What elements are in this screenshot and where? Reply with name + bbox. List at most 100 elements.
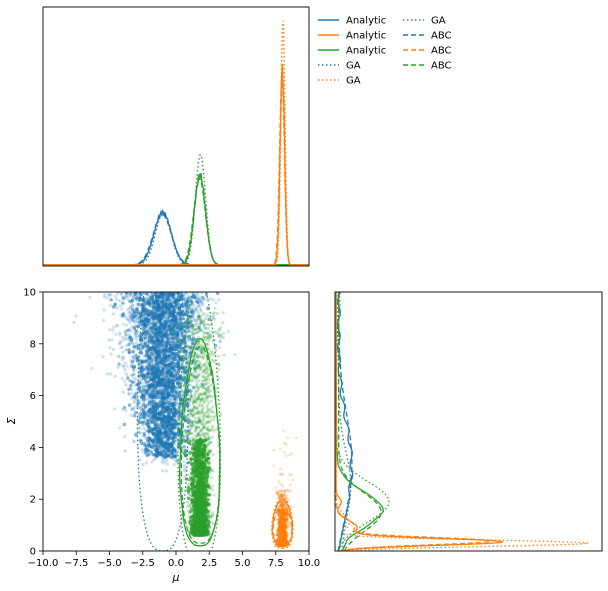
scatter-point	[205, 282, 208, 285]
scatter-point	[144, 461, 148, 465]
scatter-point	[195, 292, 199, 297]
scatter-point	[141, 462, 145, 467]
scatter-point	[153, 285, 156, 288]
scatter-point	[165, 284, 168, 287]
scatter-point	[137, 298, 142, 302]
scatter-point	[216, 311, 220, 316]
scatter-point	[134, 392, 138, 396]
scatter-point	[154, 367, 158, 372]
scatter-point	[164, 293, 168, 298]
scatter-point	[190, 306, 194, 310]
scatter-point	[163, 391, 167, 395]
scatter-point	[151, 394, 155, 398]
scatter-point	[151, 298, 155, 302]
scatter-point	[142, 314, 146, 318]
scatter-point	[157, 342, 161, 346]
scatter-point	[190, 310, 194, 315]
scatter-point	[187, 329, 191, 333]
scatter-point	[112, 286, 115, 289]
scatter-point	[165, 284, 168, 287]
scatter-point	[132, 283, 135, 286]
scatter-point	[129, 413, 133, 417]
scatter-point	[162, 419, 167, 423]
scatter-point	[167, 288, 170, 291]
scatter-point	[184, 286, 187, 289]
scatter-point	[191, 282, 194, 285]
scatter-point	[189, 421, 193, 425]
scatter-point	[218, 333, 222, 337]
scatter-point	[133, 286, 136, 289]
scatter-point	[130, 355, 134, 359]
scatter-point	[145, 453, 149, 458]
scatter-point	[207, 334, 211, 338]
scatter-point	[195, 300, 199, 304]
scatter-point	[199, 349, 204, 354]
scatter-point	[121, 335, 125, 339]
scatter-point	[123, 368, 127, 372]
scatter-point	[131, 350, 135, 354]
scatter-point	[147, 323, 151, 327]
scatter-point	[107, 294, 111, 298]
scatter-point	[173, 398, 177, 402]
scatter-point	[132, 372, 136, 376]
scatter-point	[149, 289, 152, 292]
scatter-point	[144, 312, 148, 316]
scatter-point	[213, 360, 217, 364]
scatter-point	[156, 286, 159, 289]
scatter-point	[130, 373, 134, 377]
scatter-point	[193, 362, 197, 366]
scatter-point	[164, 469, 168, 473]
scatter-point	[130, 360, 135, 364]
scatter-point	[111, 347, 116, 351]
scatter-point	[169, 310, 173, 314]
scatter-point	[161, 283, 164, 286]
scatter-point	[190, 289, 193, 292]
scatter-point	[153, 324, 157, 328]
scatter-point	[165, 459, 169, 463]
scatter-point	[140, 284, 143, 287]
scatter-point	[150, 282, 153, 285]
scatter-point	[165, 431, 169, 435]
scatter-point	[122, 406, 127, 410]
scatter-point	[195, 366, 199, 370]
scatter-point	[186, 288, 189, 291]
scatter-point	[150, 286, 153, 289]
scatter-point	[155, 452, 159, 456]
scatter-point	[163, 451, 168, 456]
scatter-point	[159, 364, 163, 368]
scatter-point	[166, 288, 169, 291]
scatter-point	[110, 338, 114, 342]
scatter-point	[208, 395, 212, 399]
scatter-point	[145, 372, 150, 376]
scatter-point	[143, 405, 147, 409]
scatter-point	[199, 307, 203, 312]
scatter-point	[131, 319, 135, 323]
scatter-point	[148, 289, 151, 292]
scatter-point	[177, 282, 180, 285]
scatter-point	[117, 355, 121, 359]
scatter-point	[144, 436, 148, 440]
scatter-point	[162, 324, 166, 328]
scatter-point	[132, 369, 136, 373]
scatter-point	[184, 286, 187, 289]
scatter-point	[118, 333, 122, 337]
scatter-point	[161, 448, 166, 453]
scatter-point	[188, 400, 193, 404]
scatter-point	[184, 281, 187, 284]
scatter-point	[162, 383, 166, 388]
scatter-point	[117, 284, 120, 287]
scatter-point	[154, 342, 158, 346]
scatter-point	[164, 289, 167, 292]
scatter-point	[123, 337, 128, 341]
scatter-point	[189, 397, 193, 401]
scatter-point	[155, 362, 159, 367]
scatter-point	[118, 426, 122, 430]
scatter-point	[114, 332, 118, 336]
scatter-point	[194, 425, 198, 429]
scatter-point	[152, 285, 155, 288]
scatter-point	[189, 426, 193, 431]
scatter-point	[151, 431, 156, 436]
scatter-point	[166, 437, 171, 442]
scatter-point	[169, 455, 174, 460]
scatter-point	[127, 342, 131, 347]
